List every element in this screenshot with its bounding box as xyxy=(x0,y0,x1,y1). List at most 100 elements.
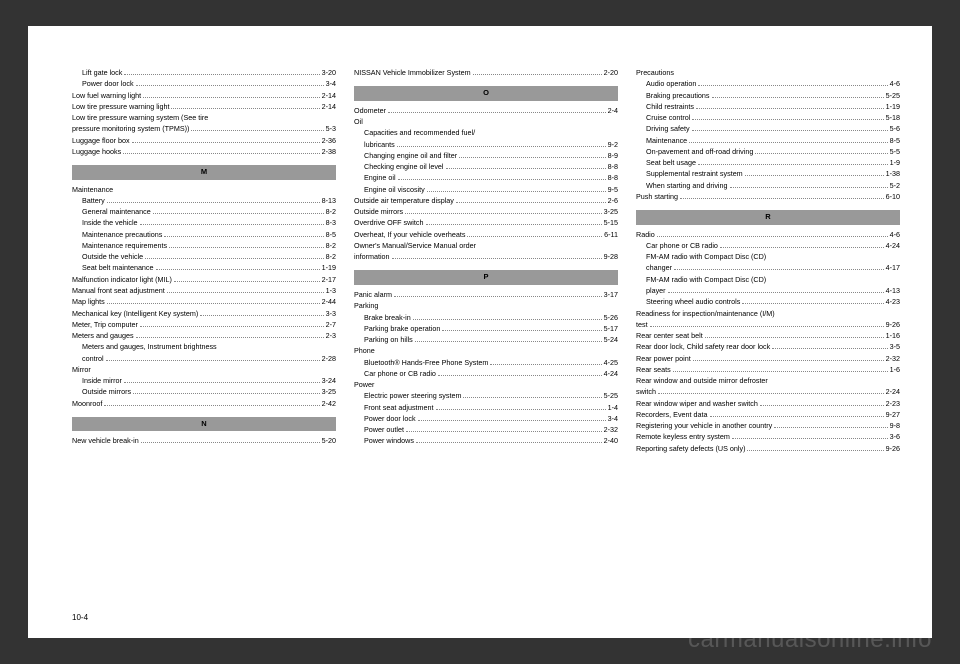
leader-dots xyxy=(692,115,883,120)
index-entry: Bluetooth® Hands-Free Phone System4-25 xyxy=(354,358,618,368)
index-entry-label: Rear window wiper and washer switch xyxy=(636,399,758,409)
leader-dots xyxy=(673,367,888,372)
index-entry: FM-AM radio with Compact Disc (CD) xyxy=(636,275,900,285)
leader-dots xyxy=(650,322,884,327)
index-entry: Braking precautions5-25 xyxy=(636,91,900,101)
index-entry-label: Bluetooth® Hands-Free Phone System xyxy=(364,358,488,368)
index-entry: NISSAN Vehicle Immobilizer System2-20 xyxy=(354,68,618,78)
index-entry-label: Inside mirror xyxy=(82,376,122,386)
index-entry-page: 2-36 xyxy=(322,136,336,146)
index-entry-label: Power door lock xyxy=(82,79,134,89)
index-entry-label: Steering wheel audio controls xyxy=(646,297,740,307)
leader-dots xyxy=(463,393,601,398)
leader-dots xyxy=(200,311,323,316)
leader-dots xyxy=(107,198,320,203)
leader-dots xyxy=(442,326,601,331)
index-entry: General maintenance8-2 xyxy=(72,207,336,217)
index-entry-label: Outside the vehicle xyxy=(82,252,143,262)
index-entry: Capacities and recommended fuel/ xyxy=(354,128,618,138)
leader-dots xyxy=(696,104,884,109)
index-entry: Maintenance requirements8-2 xyxy=(72,241,336,251)
index-entry-label: Low tire pressure warning light xyxy=(72,102,169,112)
index-entry: Inside mirror 3-24 xyxy=(72,376,336,386)
index-entry-label: Parking xyxy=(354,301,378,311)
leader-dots xyxy=(106,356,320,361)
index-entry-page: 8-3 xyxy=(326,218,336,228)
index-entry-label: Rear center seat belt xyxy=(636,331,703,341)
index-entry: Overdrive OFF switch5-15 xyxy=(354,218,618,228)
index-columns: Lift gate lock3-20Power door lock3-4Low … xyxy=(72,68,900,607)
index-entry: Malfunction indicator light (MIL)2-17 xyxy=(72,275,336,285)
index-entry: Electric power steering system5-25 xyxy=(354,391,618,401)
index-entry: Luggage hooks2-38 xyxy=(72,147,336,157)
index-entry: Seat belt maintenance1-19 xyxy=(72,263,336,273)
index-entry: Engine oil8-8 xyxy=(354,173,618,183)
index-entry: Front seat adjustment1-4 xyxy=(354,403,618,413)
index-entry-label: Precautions xyxy=(636,68,674,78)
index-entry-label: Capacities and recommended fuel/ xyxy=(364,128,475,138)
index-entry-label: Mechanical key (Intelligent Key system) xyxy=(72,309,198,319)
index-entry: control2-28 xyxy=(72,354,336,364)
index-entry-page: 2-32 xyxy=(604,425,618,435)
index-entry-label: player xyxy=(646,286,666,296)
index-entry: Meters and gauges2-3 xyxy=(72,331,336,341)
index-entry-label: Inside the vehicle xyxy=(82,218,138,228)
index-entry-page: 4-24 xyxy=(886,241,900,251)
leader-dots xyxy=(169,243,324,248)
leader-dots xyxy=(705,333,884,338)
index-entry-label: Moonroof xyxy=(72,399,102,409)
index-entry-label: pressure monitoring system (TPMS)) xyxy=(72,124,189,134)
leader-dots xyxy=(755,149,887,154)
leader-dots xyxy=(104,401,319,406)
index-entry-page: 3-24 xyxy=(322,376,336,386)
index-entry-page: 9-28 xyxy=(604,252,618,262)
index-entry-page: 3-4 xyxy=(326,79,336,89)
index-entry-label: Car phone or CB radio xyxy=(364,369,436,379)
index-entry: information9-28 xyxy=(354,252,618,262)
leader-dots xyxy=(456,198,606,203)
index-entry-page: 2-44 xyxy=(322,297,336,307)
leader-dots xyxy=(438,371,602,376)
index-entry-label: New vehicle break-in xyxy=(72,436,139,446)
index-entry-page: 3-25 xyxy=(322,387,336,397)
index-entry: Meter, Trip computer2-7 xyxy=(72,320,336,330)
index-entry: Outside the vehicle8-2 xyxy=(72,252,336,262)
index-entry: Power door lock3-4 xyxy=(354,414,618,424)
index-entry-page: 1-3 xyxy=(326,286,336,296)
leader-dots xyxy=(413,315,602,320)
index-entry-label: Power xyxy=(354,380,374,390)
index-entry: Battery8-13 xyxy=(72,196,336,206)
index-entry-page: 5-17 xyxy=(604,324,618,334)
index-entry-label: Phone xyxy=(354,346,375,356)
index-entry-page: 1-16 xyxy=(886,331,900,341)
index-entry: Parking brake operation5-17 xyxy=(354,324,618,334)
index-entry-page: 8-2 xyxy=(326,241,336,251)
leader-dots xyxy=(747,446,883,451)
leader-dots xyxy=(446,164,606,169)
index-entry: Outside mirrors 3-25 xyxy=(72,387,336,397)
index-entry: Power xyxy=(354,380,618,390)
index-entry-page: 5-15 xyxy=(604,218,618,228)
leader-dots xyxy=(418,416,606,421)
index-entry: test9-26 xyxy=(636,320,900,330)
index-entry: Steering wheel audio controls4-23 xyxy=(636,297,900,307)
index-entry-label: Outside mirrors xyxy=(82,387,131,397)
leader-dots xyxy=(171,104,319,109)
index-entry: Power outlet2-32 xyxy=(354,425,618,435)
leader-dots xyxy=(760,401,884,406)
index-entry: Rear window and outside mirror defroster xyxy=(636,376,900,386)
index-entry-page: 2-3 xyxy=(326,331,336,341)
index-entry-page: 9-26 xyxy=(886,444,900,454)
index-section-header: R xyxy=(636,210,900,225)
index-entry-page: 6-10 xyxy=(886,192,900,202)
leader-dots xyxy=(388,108,606,113)
index-entry-label: Engine oil xyxy=(364,173,396,183)
index-entry-label: Maintenance xyxy=(646,136,687,146)
index-entry: Readiness for inspection/maintenance (I/… xyxy=(636,309,900,319)
index-entry-label: Manual front seat adjustment xyxy=(72,286,165,296)
index-entry: Checking engine oil level8-8 xyxy=(354,162,618,172)
index-entry-page: 5-25 xyxy=(604,391,618,401)
index-entry: Low tire pressure warning light2-14 xyxy=(72,102,336,112)
index-entry-label: test xyxy=(636,320,648,330)
index-entry-label: Power windows xyxy=(364,436,414,446)
